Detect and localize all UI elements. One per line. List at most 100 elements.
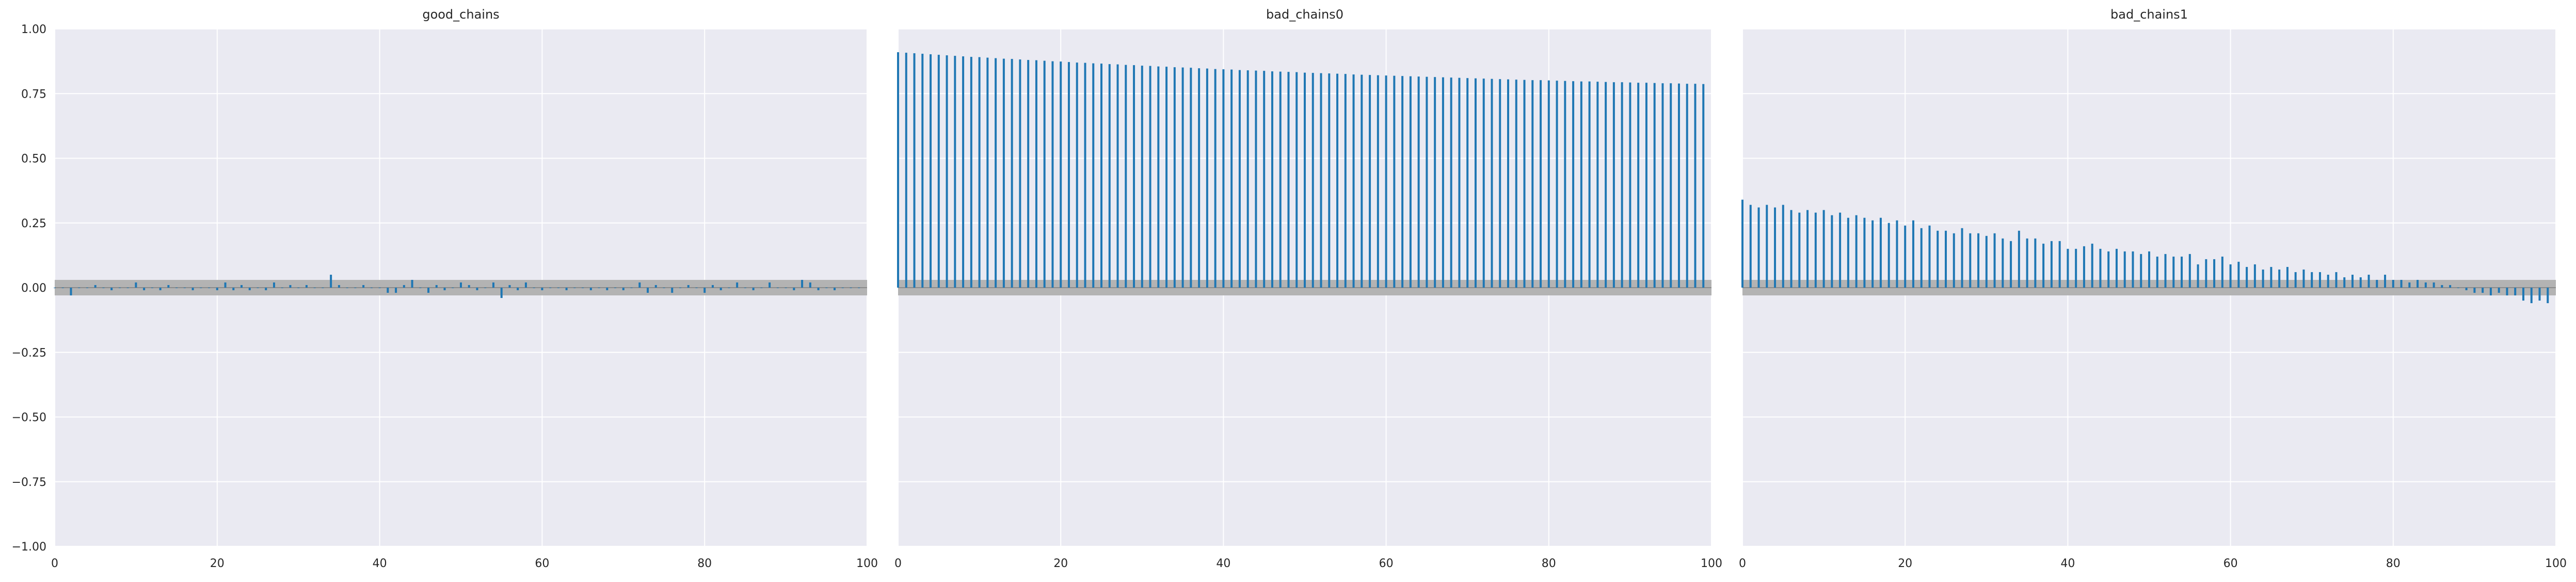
x-tick-label: 40	[1216, 557, 1230, 570]
acf-stem	[1887, 223, 1890, 288]
acf-stem	[1515, 80, 1517, 288]
acf-stem	[1879, 217, 1882, 288]
acf-stem	[752, 288, 755, 291]
acf-stem	[492, 282, 494, 288]
acf-stem	[2482, 288, 2484, 293]
acf-stem	[1060, 61, 1062, 288]
acf-stem	[94, 285, 97, 288]
acf-stem	[2197, 264, 2199, 288]
acf-stem	[1336, 73, 1339, 288]
panel-title: bad_chains0	[1266, 7, 1343, 22]
acf-stem	[224, 282, 227, 288]
acf-stem	[2188, 254, 2191, 288]
acf-stem	[1782, 205, 1784, 288]
acf-stem	[622, 288, 625, 291]
acf-stem	[986, 57, 989, 288]
y-tick-label: −0.75	[12, 476, 46, 489]
x-tick-label: 100	[1701, 557, 1722, 570]
acf-stem	[2376, 279, 2378, 288]
acf-stem	[638, 282, 641, 288]
acf-stem	[110, 288, 113, 291]
acf-stem	[719, 288, 722, 291]
acf-stem	[1173, 67, 1176, 288]
panel-bad_chains0: bad_chains0 0 20 40 60 80 100	[894, 7, 1722, 570]
acf-stem	[589, 288, 592, 291]
acf-stem	[2294, 272, 2297, 288]
acf-stem	[2318, 272, 2321, 288]
acf-stem	[1741, 199, 1743, 288]
acf-stem	[2522, 288, 2524, 301]
acf-stem	[1629, 82, 1631, 288]
acf-stem	[1287, 72, 1290, 288]
acf-stem	[2441, 285, 2443, 288]
acf-stem	[362, 285, 365, 288]
panel-good_chains: good_chains 0 20 40 60 80 100 1.00 0.75 0.50 0.25 0…	[12, 7, 878, 570]
acf-stem	[1961, 228, 1963, 288]
acf-stem	[2498, 288, 2500, 293]
acf-stem	[2302, 269, 2305, 288]
acf-stem	[387, 288, 389, 293]
acf-stem	[1677, 83, 1680, 288]
acf-stem	[2123, 251, 2126, 288]
acf-stem	[241, 285, 243, 288]
acf-stem	[1621, 82, 1623, 288]
acf-stem	[1214, 69, 1217, 288]
acf-stem	[1474, 78, 1477, 288]
acf-stem	[305, 285, 308, 288]
x-tick-label: 60	[2223, 557, 2238, 570]
acf-stem	[2367, 274, 2370, 288]
acf-stem	[2433, 282, 2435, 288]
y-tick-label: 0.50	[21, 153, 46, 166]
acf-stem	[1661, 83, 1664, 288]
acf-stem	[1523, 80, 1526, 288]
acf-stem	[1019, 59, 1021, 288]
y-tick-label: 0.25	[21, 217, 46, 230]
acf-stem	[687, 285, 690, 288]
acf-stem	[1361, 74, 1363, 288]
x-tick-label: 60	[1379, 557, 1394, 570]
acf-stem	[1206, 68, 1208, 288]
acf-stem	[801, 279, 804, 288]
acf-stem	[1482, 78, 1485, 288]
acf-stem	[1920, 228, 1923, 288]
acf-stem	[1092, 63, 1095, 288]
acf-stem	[1531, 80, 1534, 288]
acf-stem	[809, 282, 811, 288]
acf-stem	[1637, 83, 1640, 288]
acf-stem	[2473, 288, 2476, 293]
acf-stem	[1822, 210, 1825, 288]
acf-stem	[476, 288, 478, 291]
acf-stem	[1011, 59, 1013, 288]
acf-stem	[2392, 279, 2394, 288]
acf-stem	[793, 288, 795, 291]
acf-stem	[1434, 77, 1436, 288]
acf-stem	[2140, 254, 2142, 288]
x-tick-label: 100	[2545, 557, 2567, 570]
acf-stem	[2327, 274, 2329, 288]
x-tick-label: 0	[1739, 557, 1746, 570]
acf-stem	[2058, 241, 2061, 288]
x-tick-label: 20	[1898, 557, 1912, 570]
acf-stem	[2547, 288, 2549, 304]
acf-stem	[769, 282, 771, 288]
acf-stem	[817, 288, 820, 291]
x-tick-label: 60	[535, 557, 549, 570]
acf-stem	[1141, 66, 1143, 288]
acf-stem	[1027, 60, 1030, 288]
acf-stem	[671, 288, 674, 293]
acf-stem	[1985, 235, 1988, 288]
acf-stem	[2181, 256, 2183, 288]
acf-stem	[1749, 205, 1752, 288]
acf-stem	[995, 58, 997, 288]
acf-stem	[2107, 251, 2110, 288]
acf-stem	[1222, 69, 1225, 288]
acf-stem	[2156, 256, 2158, 288]
acf-stem	[1694, 84, 1697, 288]
acf-stem	[159, 288, 162, 291]
acf-stem	[1165, 67, 1168, 288]
acf-stem	[517, 288, 519, 291]
acf-stem	[1945, 230, 1947, 288]
acf-stem	[1588, 81, 1591, 288]
x-tick-label: 0	[51, 557, 58, 570]
